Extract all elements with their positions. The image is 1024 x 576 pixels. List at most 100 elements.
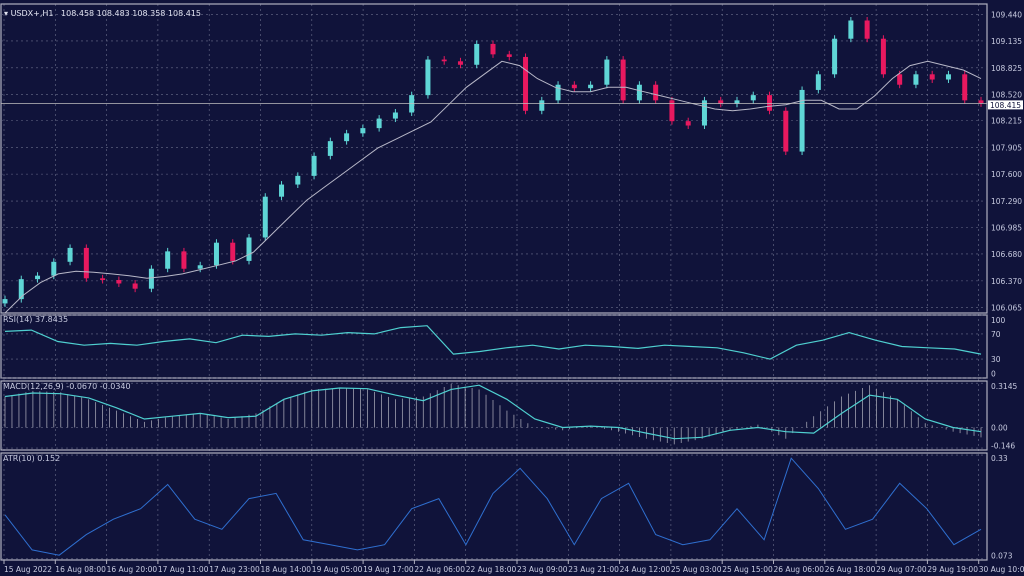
atr-label: ATR(10) 0.152 — [3, 454, 61, 463]
candle-bullish — [246, 237, 252, 261]
candle-bearish — [441, 59, 447, 62]
y-tick-label: 107.290 — [991, 197, 1022, 206]
candle-bearish — [457, 61, 463, 65]
candle-bullish — [165, 251, 171, 269]
candle-bullish — [913, 74, 919, 85]
x-tick-label: 16 Aug 08:00 — [55, 565, 106, 574]
candle-bearish — [571, 84, 577, 89]
rsi-label: RSI(14) 37.8435 — [3, 315, 69, 324]
candle-bearish — [962, 74, 968, 101]
y-tick-label: 108.215 — [991, 117, 1022, 126]
y-tick-label: 106.065 — [991, 303, 1022, 312]
y-tick-label: 109.440 — [991, 10, 1022, 19]
candle-bullish — [148, 268, 154, 289]
y-tick-label: 70 — [991, 330, 1001, 339]
pane-frame-atr — [0, 452, 988, 561]
candle-bearish — [685, 121, 691, 126]
x-tick-label: 19 Aug 17:00 — [363, 565, 414, 574]
x-tick-label: 25 Aug 03:00 — [671, 565, 722, 574]
chart-header: ▾ USDX+,H1 108.458 108.483 108.358 108.4… — [4, 9, 201, 18]
candle-bullish — [311, 155, 317, 176]
candle-bearish — [653, 84, 659, 101]
x-tick-label: 26 Aug 18:00 — [825, 565, 876, 574]
moving-average-line — [4, 60, 982, 314]
candle-bearish — [506, 54, 512, 57]
candle-bullish — [832, 38, 838, 75]
x-tick-label: 17 Aug 11:00 — [158, 565, 209, 574]
pane-frame-macd — [0, 380, 988, 451]
candle-bullish — [539, 100, 545, 111]
candle-bullish — [799, 89, 805, 152]
x-tick-label: 24 Aug 12:00 — [620, 565, 671, 574]
symbol-label: USDX+,H1 — [10, 9, 54, 18]
x-tick-label: 23 Aug 09:00 — [517, 565, 568, 574]
candle-bearish — [523, 56, 529, 111]
y-tick-label: 100 — [991, 316, 1006, 325]
candle-bearish — [132, 283, 138, 289]
candle-bullish — [279, 184, 285, 197]
candle-bullish — [734, 100, 740, 104]
candle-bullish — [474, 43, 480, 65]
macd-signal-line — [4, 384, 982, 440]
candle-bullish — [392, 112, 398, 119]
candle-bearish — [783, 110, 789, 152]
candle-bullish — [35, 275, 41, 280]
candle-bearish — [116, 280, 122, 284]
x-tick-label: 29 Aug 19:00 — [927, 565, 978, 574]
candle-bullish — [425, 59, 431, 96]
current-price-tag — [988, 100, 1023, 110]
candle-bearish — [978, 100, 984, 104]
candle-bullish — [262, 196, 268, 238]
candle-bearish — [897, 74, 903, 85]
x-tick-label: 15 Aug 2022 — [4, 565, 52, 574]
y-tick-label: 109.135 — [991, 37, 1022, 46]
candle-bullish — [67, 247, 73, 262]
y-tick-label: 106.370 — [991, 277, 1022, 286]
candle-bearish — [880, 38, 886, 75]
candle-bullish — [750, 95, 756, 101]
candle-bullish — [636, 84, 642, 101]
y-tick-label: 106.680 — [991, 250, 1022, 259]
x-tick-label: 23 Aug 21:00 — [568, 565, 619, 574]
y-tick-label: 108.825 — [991, 64, 1022, 73]
y-tick-label: 0 — [991, 370, 996, 379]
y-tick-label: 108.520 — [991, 90, 1022, 99]
y-tick-label: -0.146 — [991, 442, 1015, 451]
candle-bearish — [620, 59, 626, 101]
candle-bullish — [2, 299, 8, 304]
x-tick-label: 18 Aug 14:00 — [261, 565, 312, 574]
candle-bearish — [929, 74, 935, 80]
y-tick-label: 30 — [991, 355, 1001, 364]
x-tick-label: 19 Aug 05:00 — [312, 565, 363, 574]
candle-bullish — [588, 84, 594, 89]
candle-bullish — [327, 141, 333, 156]
candle-bullish — [360, 128, 366, 134]
y-tick-label: 0.33 — [991, 454, 1008, 463]
dropdown-triangle-icon[interactable]: ▾ — [4, 9, 9, 18]
candle-bullish — [18, 279, 24, 300]
candle-bearish — [100, 278, 106, 281]
ohlc-label: 108.458 108.483 108.358 108.415 — [61, 9, 202, 18]
x-tick-label: 22 Aug 18:00 — [466, 565, 517, 574]
x-tick-label: 29 Aug 07:00 — [876, 565, 927, 574]
y-tick-label: 107.905 — [991, 144, 1022, 153]
x-tick-label: 30 Aug 10:00 — [979, 565, 1024, 574]
macd-label: MACD(12,26,9) -0.0670 -0.0340 — [3, 382, 131, 391]
y-tick-label: 0.073 — [991, 552, 1013, 561]
x-tick-label: 17 Aug 23:00 — [209, 565, 260, 574]
candle-bearish — [767, 95, 773, 111]
candle-bearish — [669, 100, 675, 122]
candle-bullish — [815, 74, 821, 90]
candle-bullish — [945, 74, 951, 80]
candle-bearish — [718, 100, 724, 104]
candle-bullish — [555, 84, 561, 101]
candle-bearish — [230, 242, 236, 261]
pane-frame-rsi — [0, 314, 988, 379]
rsi-line — [4, 325, 982, 360]
candle-bullish — [213, 242, 219, 266]
pane-frame-main — [0, 3, 988, 314]
y-tick-label: 0.3145 — [991, 382, 1017, 391]
candle-bullish — [409, 95, 415, 113]
atr-line — [4, 457, 982, 556]
